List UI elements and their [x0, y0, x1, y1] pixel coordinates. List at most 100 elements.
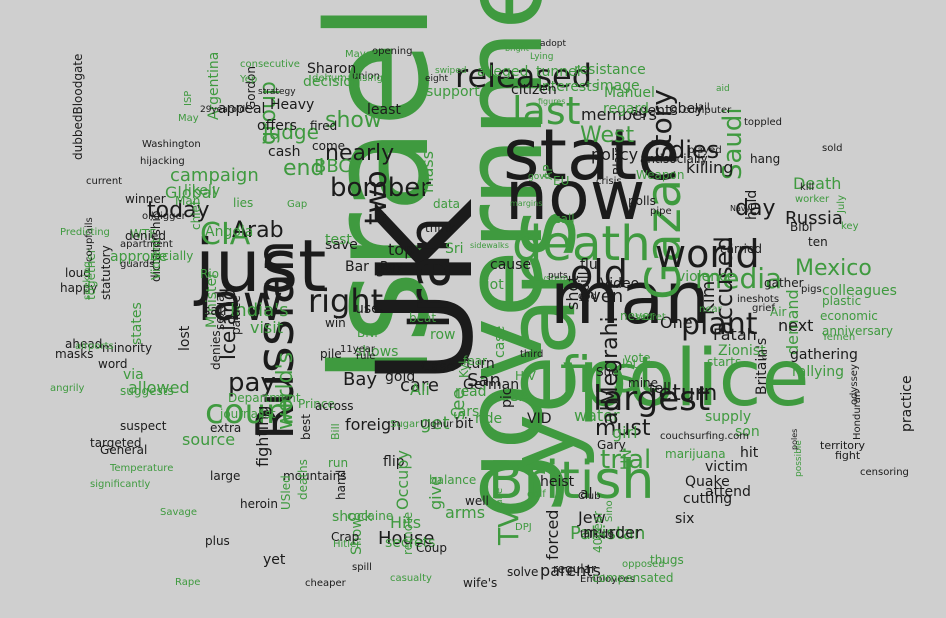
word: across [315, 399, 354, 413]
word: opposed [622, 559, 665, 570]
word: save [325, 237, 358, 253]
word: marijuana [665, 447, 726, 461]
word: cause [490, 257, 532, 273]
word: bomber [330, 173, 431, 203]
word: near [699, 304, 722, 315]
word: media [695, 262, 783, 295]
word: cash [268, 144, 301, 160]
word: trial [600, 445, 652, 475]
word: nearly [325, 141, 395, 166]
word: ride [475, 411, 503, 427]
word: data [433, 197, 461, 211]
word: Sue [596, 365, 619, 379]
word: Ali [410, 380, 430, 399]
word: minority [102, 341, 153, 355]
word: run [328, 456, 349, 470]
word: members [581, 105, 657, 124]
word: CIA [200, 217, 251, 252]
word: current [86, 176, 123, 187]
word: practice [899, 375, 915, 432]
word: right [308, 282, 384, 320]
word: decision [303, 74, 361, 90]
word: rid [760, 349, 769, 360]
word: mountains [283, 469, 347, 483]
word: pill [577, 271, 593, 292]
word: Rape [175, 577, 201, 588]
word: Yemen [822, 332, 856, 343]
word: pipe [650, 206, 672, 217]
word: Kyl [457, 360, 471, 378]
word: Russia [785, 208, 843, 229]
word: USled [279, 475, 293, 510]
word: UN [619, 449, 635, 470]
word: hand [334, 469, 348, 500]
word: states [129, 302, 145, 345]
word: spill [352, 562, 372, 573]
word: pile [320, 347, 342, 361]
word: denies [209, 330, 223, 370]
word: fight [835, 449, 861, 462]
word: now [505, 157, 646, 236]
word: get [420, 413, 450, 434]
word: Mexico [795, 256, 872, 281]
word: starts [707, 355, 742, 369]
word: played [688, 145, 722, 156]
word: policy [591, 145, 639, 164]
word: winner [125, 192, 166, 206]
word: shock [332, 509, 373, 525]
word: arms [445, 503, 486, 522]
word: Zionist [718, 343, 766, 359]
word: secret [635, 312, 666, 323]
word: third [520, 349, 544, 360]
word: Bibi [790, 220, 813, 234]
word: EU [553, 174, 570, 188]
word: mass [418, 150, 437, 193]
word: Sri [445, 241, 464, 257]
word: 29yearold [200, 105, 246, 115]
word: Sharon [307, 61, 357, 77]
word: obey [669, 101, 704, 117]
word: India's [230, 300, 289, 321]
word: Jew [578, 508, 606, 527]
word: 40year [591, 510, 605, 553]
word: Prince [298, 397, 335, 411]
word: German [463, 377, 520, 393]
word: Uighur [420, 419, 454, 430]
word: denied [125, 229, 166, 243]
word: Mayor [345, 49, 376, 60]
word: court [205, 392, 294, 432]
word: key [841, 221, 859, 232]
word: gathering [790, 347, 858, 363]
word: read [455, 384, 487, 400]
word: offers [257, 118, 297, 134]
word: six [675, 511, 695, 527]
word: dubbedBloodgate [71, 53, 85, 160]
word: resistance [574, 62, 646, 78]
word: judge [263, 120, 319, 144]
word: source [182, 430, 236, 449]
word: flip [383, 454, 405, 470]
word: aid [716, 84, 730, 94]
word: support [426, 84, 480, 100]
word: margins [510, 199, 543, 208]
word: sail [203, 303, 227, 319]
word: apartment [120, 239, 173, 250]
word: Savage [160, 507, 198, 518]
word: last [512, 89, 581, 133]
word: grief [752, 303, 775, 314]
word: bit [455, 416, 474, 432]
word: dehumanising [312, 73, 383, 84]
word: win [325, 316, 346, 330]
word: Violent [149, 238, 163, 280]
word: flu [580, 257, 598, 273]
word: Hits [390, 513, 422, 532]
word: Fatah [713, 325, 757, 344]
word: cheaper [305, 578, 346, 589]
word: turn [466, 356, 495, 372]
word: go [375, 258, 395, 277]
word: thugs [650, 553, 684, 567]
word: golf [527, 489, 546, 500]
word: word [98, 357, 128, 371]
word: image [596, 78, 640, 94]
word: journalist [220, 407, 276, 421]
